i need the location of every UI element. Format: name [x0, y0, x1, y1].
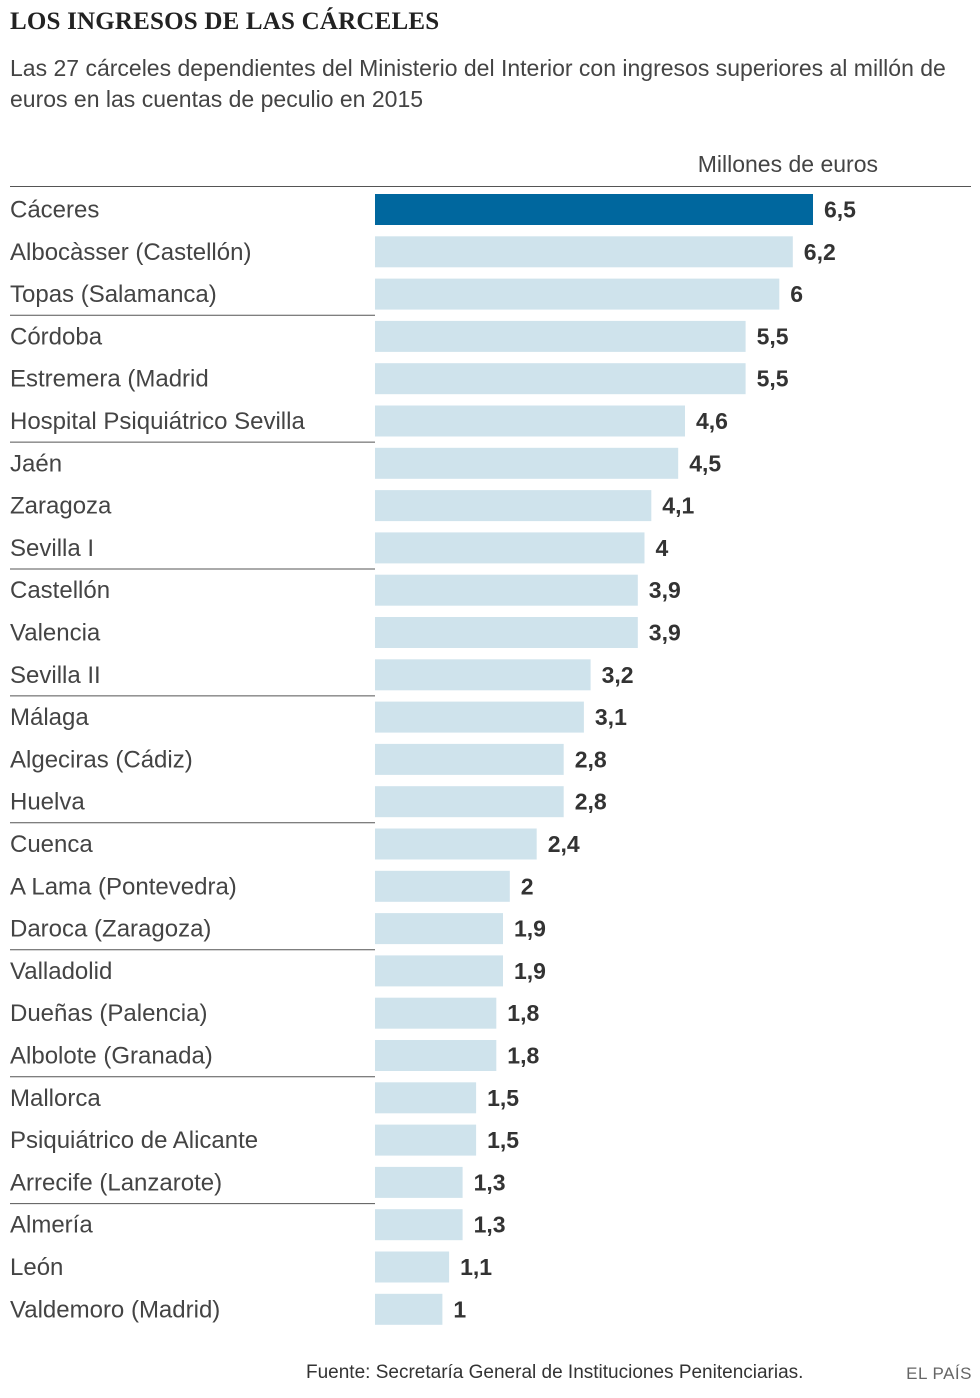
category-label: Estremera (Madrid [10, 366, 209, 393]
value-label: 6,2 [804, 239, 836, 265]
value-label: 5,5 [757, 366, 789, 392]
value-label: 2 [521, 873, 534, 899]
value-label: 4,1 [662, 493, 694, 519]
value-label: 1,1 [460, 1254, 492, 1280]
top-rule [10, 186, 971, 187]
category-label: Mallorca [10, 1085, 101, 1112]
bar [375, 659, 591, 691]
bar [375, 447, 679, 479]
value-label: 3,9 [649, 620, 681, 646]
value-label: 4,6 [696, 408, 728, 434]
chart-title: LOS INGRESOS DE LAS CÁRCELES [10, 8, 440, 35]
category-label: Hospital Psiquiátrico Sevilla [10, 408, 305, 435]
bar [375, 1166, 463, 1198]
category-label: Almería [10, 1212, 93, 1239]
category-label: Zaragoza [10, 493, 112, 520]
category-label: Valencia [10, 620, 101, 647]
category-label: A Lama (Pontevedra) [10, 873, 237, 900]
chart-subtitle: Las 27 cárceles dependientes del Ministe… [10, 55, 946, 112]
category-label: Topas (Salamanca) [10, 281, 217, 308]
value-label: 1 [453, 1296, 466, 1322]
bar [375, 574, 638, 606]
category-label: Daroca (Zaragoza) [10, 916, 211, 943]
bar [375, 997, 497, 1029]
bar [375, 236, 793, 268]
value-label: 3,2 [602, 662, 634, 688]
bar [375, 320, 746, 352]
brand-logo: EL PAÍS [906, 1364, 972, 1383]
value-label: 3,9 [649, 577, 681, 603]
bar [375, 955, 503, 987]
bar [375, 786, 564, 818]
bar [375, 870, 510, 902]
category-label: Algeciras (Cádiz) [10, 746, 193, 773]
bar [375, 617, 638, 648]
category-label: Albocàsser (Castellón) [10, 239, 251, 266]
bar [375, 701, 584, 733]
source-note: Fuente: Secretaría General de Institucio… [306, 1362, 804, 1383]
value-label: 5,5 [757, 323, 789, 349]
category-label: Albolote (Granada) [10, 1043, 213, 1070]
value-label: 2,8 [575, 746, 607, 772]
value-label: 2,4 [548, 831, 580, 857]
value-label: 4 [656, 535, 669, 561]
category-label: Dueñas (Palencia) [10, 1000, 207, 1027]
category-label: Cáceres [10, 197, 99, 224]
bar [375, 743, 564, 775]
category-label: Arrecife (Lanzarote) [10, 1169, 222, 1196]
value-label: 3,1 [595, 704, 627, 730]
value-label: 1,3 [474, 1169, 506, 1195]
value-label: 4,5 [689, 450, 721, 476]
value-label: 6 [790, 281, 803, 307]
category-label: León [10, 1254, 63, 1281]
category-label: Valdemoro (Madrid) [10, 1296, 220, 1323]
value-label: 1,5 [487, 1127, 519, 1153]
category-label: Huelva [10, 789, 85, 816]
category-label: Sevilla II [10, 662, 101, 689]
category-label: Málaga [10, 704, 89, 731]
bar [375, 1293, 443, 1325]
bar [375, 828, 537, 860]
bar [375, 1251, 450, 1283]
bar [375, 278, 780, 310]
unit-label: Millones de euros [697, 151, 878, 177]
category-label: Córdoba [10, 323, 103, 350]
value-label: 1,8 [507, 1043, 539, 1069]
value-label: 1,9 [514, 958, 546, 984]
category-label: Valladolid [10, 958, 112, 985]
bar [375, 1082, 477, 1114]
bar [375, 1209, 463, 1241]
value-label: 1,3 [474, 1212, 506, 1238]
bar [375, 194, 813, 225]
bar [375, 1124, 477, 1156]
value-label: 1,8 [507, 1000, 539, 1026]
bar [375, 363, 746, 395]
value-label: 1,5 [487, 1085, 519, 1111]
value-label: 6,5 [824, 197, 856, 223]
value-label: 1,9 [514, 916, 546, 942]
bar [375, 490, 652, 522]
bar [375, 532, 645, 564]
bar [375, 405, 685, 437]
category-label: Castellón [10, 577, 110, 604]
category-label: Jaén [10, 450, 62, 477]
bar [375, 913, 503, 945]
category-label: Sevilla I [10, 535, 94, 562]
category-label: Psiquiátrico de Alicante [10, 1127, 258, 1154]
value-label: 2,8 [575, 789, 607, 815]
bar [375, 1040, 497, 1071]
category-label: Cuenca [10, 831, 93, 858]
